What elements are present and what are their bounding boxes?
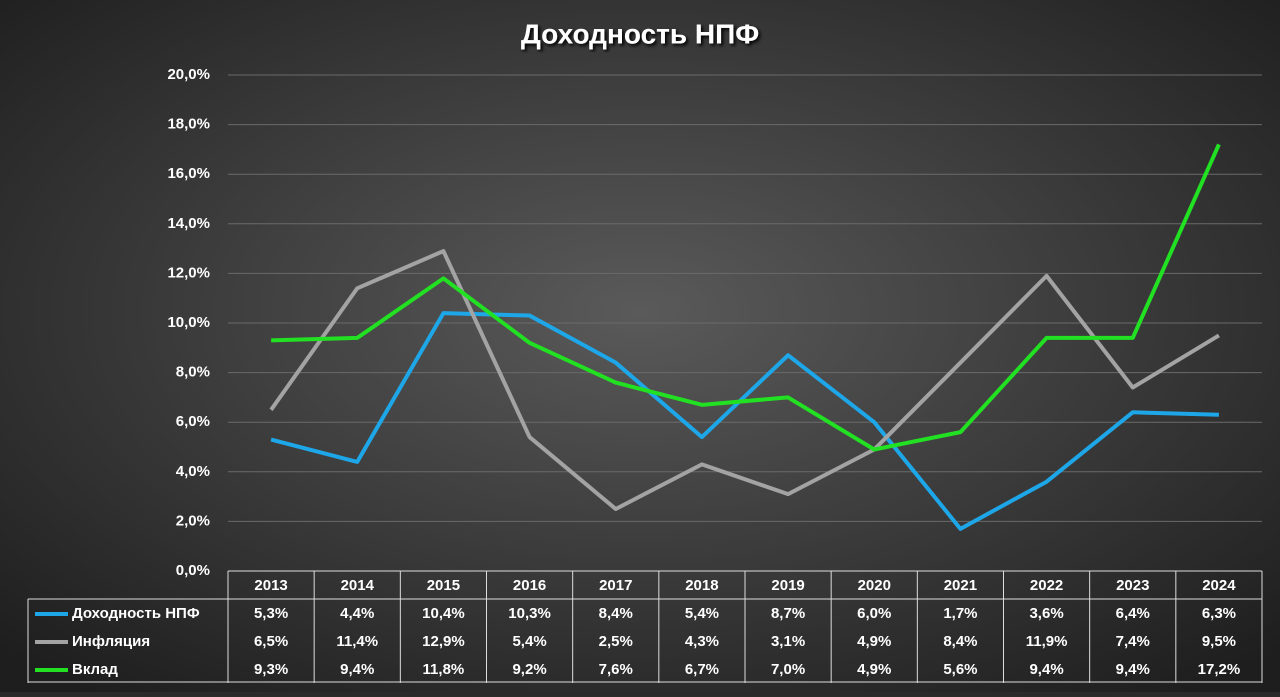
- x-tick-label: 2013: [254, 577, 287, 594]
- legend-label: Доходность НПФ: [72, 605, 200, 622]
- data-label: 1,7%: [943, 605, 977, 622]
- data-label: 5,3%: [254, 605, 288, 622]
- data-label: 9,2%: [512, 661, 546, 678]
- data-label: 5,4%: [685, 605, 719, 622]
- y-tick-label: 18,0%: [167, 116, 210, 133]
- data-label: 5,4%: [512, 633, 546, 650]
- data-label: 9,4%: [1116, 661, 1150, 678]
- data-label: 10,3%: [508, 605, 551, 622]
- data-label: 4,9%: [857, 633, 891, 650]
- x-tick-label: 2019: [771, 577, 804, 594]
- y-tick-label: 4,0%: [176, 463, 210, 480]
- data-label: 11,4%: [336, 633, 378, 650]
- data-label: 2,5%: [599, 633, 633, 650]
- data-label: 6,7%: [685, 661, 719, 678]
- y-tick-label: 20,0%: [167, 66, 210, 83]
- data-label: 6,3%: [1202, 605, 1236, 622]
- data-label: 10,4%: [422, 605, 465, 622]
- data-label: 12,9%: [422, 633, 465, 650]
- x-tick-label: 2021: [944, 577, 977, 594]
- chart-title: Доходность НПФ: [521, 18, 759, 49]
- data-label: 9,3%: [254, 661, 288, 678]
- y-tick-label: 12,0%: [167, 264, 210, 281]
- data-label: 6,0%: [857, 605, 891, 622]
- y-tick-label: 0,0%: [176, 562, 210, 579]
- y-tick-label: 16,0%: [167, 165, 210, 182]
- x-tick-label: 2020: [858, 577, 891, 594]
- series-line: [269, 249, 1220, 511]
- series-line: [270, 311, 1219, 531]
- data-label: 7,4%: [1116, 633, 1150, 650]
- y-tick-label: 8,0%: [176, 364, 210, 381]
- data-label: 4,3%: [685, 633, 719, 650]
- data-label: 8,4%: [943, 633, 977, 650]
- data-label: 11,8%: [423, 661, 465, 678]
- y-tick-label: 2,0%: [176, 512, 210, 529]
- x-tick-label: 2024: [1202, 577, 1236, 594]
- x-tick-label: 2014: [341, 577, 375, 594]
- y-tick-label: 14,0%: [167, 215, 210, 232]
- series-line: [271, 143, 1221, 452]
- data-label: 3,6%: [1029, 605, 1063, 622]
- x-tick-label: 2015: [427, 577, 460, 594]
- data-label: 9,4%: [1029, 661, 1063, 678]
- data-label: 3,1%: [771, 633, 805, 650]
- y-tick-label: 10,0%: [167, 314, 210, 331]
- data-label: 9,4%: [340, 661, 374, 678]
- x-tick-label: 2016: [513, 577, 546, 594]
- x-tick-label: 2018: [685, 577, 718, 594]
- y-tick-label: 6,0%: [176, 413, 210, 430]
- data-label: 6,4%: [1116, 605, 1150, 622]
- x-tick-label: 2017: [599, 577, 632, 594]
- data-label: 8,7%: [771, 605, 805, 622]
- legend-label: Инфляция: [72, 633, 150, 650]
- data-label: 11,9%: [1026, 633, 1068, 650]
- legend-label: Вклад: [72, 661, 118, 678]
- x-tick-label: 2023: [1116, 577, 1149, 594]
- data-label: 5,6%: [943, 661, 977, 678]
- data-label: 17,2%: [1198, 661, 1241, 678]
- data-label: 7,6%: [599, 661, 633, 678]
- x-tick-label: 2022: [1030, 577, 1063, 594]
- data-label: 7,0%: [771, 661, 805, 678]
- data-label: 6,5%: [254, 633, 288, 650]
- data-label: 4,9%: [857, 661, 891, 678]
- data-label: 8,4%: [599, 605, 633, 622]
- data-label: 9,5%: [1202, 633, 1236, 650]
- data-label: 4,4%: [340, 605, 374, 622]
